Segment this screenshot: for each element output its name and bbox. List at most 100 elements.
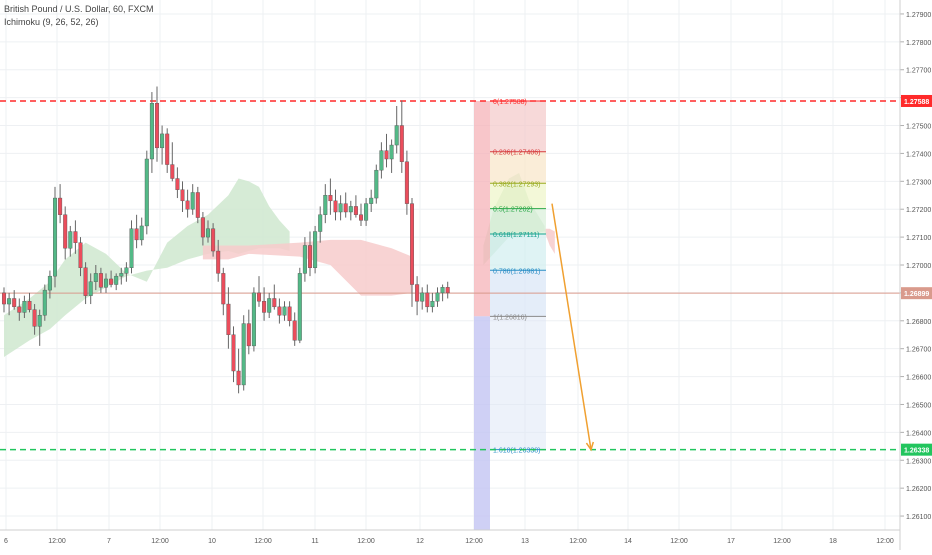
price-tag-label: 1.27588 (904, 99, 929, 106)
fib-label: 0.786(1.26981) (493, 268, 540, 275)
price-tag (901, 443, 932, 456)
candle-body (185, 200, 190, 210)
x-tick-label: 10 (208, 538, 216, 545)
candle-body (134, 228, 139, 241)
candle-body (200, 217, 205, 238)
cloud-bearish-future (544, 228, 555, 254)
x-tick-label: 17 (727, 538, 735, 545)
y-tick-label: 1.27300 (906, 179, 931, 186)
arrow-head (585, 441, 595, 452)
candle-body (216, 250, 221, 274)
candle-body (410, 203, 415, 285)
candle-body (420, 292, 425, 302)
x-tick-label: 12:00 (569, 538, 587, 545)
candle-body (68, 231, 73, 249)
candle-body (435, 292, 440, 302)
candle-body (384, 150, 389, 160)
indicator-label: Ichimoku (9, 26, 52, 26) (4, 17, 99, 27)
candle-body (205, 228, 210, 238)
x-tick-label: 12:00 (670, 538, 688, 545)
candle-body (103, 278, 108, 288)
fib-label: 0.5(1.27202) (493, 207, 533, 214)
y-tick-label: 1.26200 (906, 486, 931, 493)
candle-body (379, 150, 384, 171)
fib-label: 1(1.26816) (493, 314, 527, 321)
candles (2, 86, 450, 394)
projection-arrow (551, 203, 595, 452)
candle-body (195, 192, 200, 218)
candle-body (12, 298, 17, 308)
x-tick-label: 18 (829, 538, 837, 545)
fib-label: 0.236(1.27406) (493, 150, 540, 157)
candle-body (262, 301, 267, 313)
fib-label: 0(1.27588) (493, 99, 527, 106)
candle-body (297, 273, 302, 341)
x-tick-label: 7 (107, 538, 111, 545)
candle-body (78, 242, 83, 268)
candle-body (267, 298, 272, 313)
y-tick-label: 1.27400 (906, 151, 931, 158)
y-tick-label: 1.27200 (906, 207, 931, 214)
candle-body (129, 228, 134, 268)
y-tick-label: 1.26300 (906, 458, 931, 465)
candle-body (318, 214, 323, 232)
candle-body (292, 320, 297, 341)
fib-band (490, 183, 546, 209)
candle-body (47, 275, 52, 291)
candle-body (236, 370, 241, 386)
fib-label: 0.382(1.27293) (493, 181, 540, 188)
y-tick-label: 1.26700 (906, 347, 931, 354)
candle-body (415, 284, 420, 302)
candle-body (175, 178, 180, 190)
fib-band (490, 234, 546, 271)
candle-body (374, 169, 379, 199)
x-tick-label: 14 (624, 538, 632, 545)
candle-body (37, 315, 42, 327)
y-tick-label: 1.26100 (906, 514, 931, 521)
candle-body (348, 206, 353, 213)
candle-body (27, 301, 32, 310)
candle-body (308, 245, 313, 268)
candle-body (231, 334, 236, 372)
fib-zone-retrace (474, 100, 490, 317)
x-tick-label: 12:00 (465, 538, 483, 545)
candle-body (277, 306, 282, 316)
y-tick-label: 1.27500 (906, 124, 931, 131)
candle-body (226, 303, 231, 335)
candle-body (282, 306, 287, 316)
candle-body (211, 228, 216, 252)
x-tick-label: 6 (4, 538, 8, 545)
candle-body (251, 292, 256, 347)
candle-body (98, 273, 103, 288)
y-tick-label: 1.26800 (906, 319, 931, 326)
price-tag-label: 1.26899 (904, 291, 929, 298)
fib-band (490, 151, 546, 184)
candle-body (165, 133, 170, 165)
candle-body (154, 103, 159, 149)
candle-body (287, 306, 292, 321)
candle-body (333, 200, 338, 213)
candle-body (42, 289, 47, 316)
fib-band (490, 100, 546, 152)
candle-body (364, 203, 369, 221)
candle-body (114, 275, 119, 285)
candle-body (73, 231, 78, 243)
grid (0, 0, 900, 530)
candle-body (124, 267, 129, 274)
candle-body (425, 292, 430, 308)
candle-body (63, 214, 68, 249)
candle-body (190, 192, 195, 210)
candle-body (93, 273, 98, 282)
price-tag-label: 1.26338 (904, 448, 929, 455)
candle-body (302, 245, 307, 274)
candle-body (32, 309, 37, 327)
candle-body (369, 197, 374, 204)
candle-body (359, 214, 364, 221)
horizontal-lines (0, 100, 900, 451)
y-tick-label: 1.26500 (906, 402, 931, 409)
candle-body (53, 197, 58, 277)
candle-body (221, 273, 226, 305)
